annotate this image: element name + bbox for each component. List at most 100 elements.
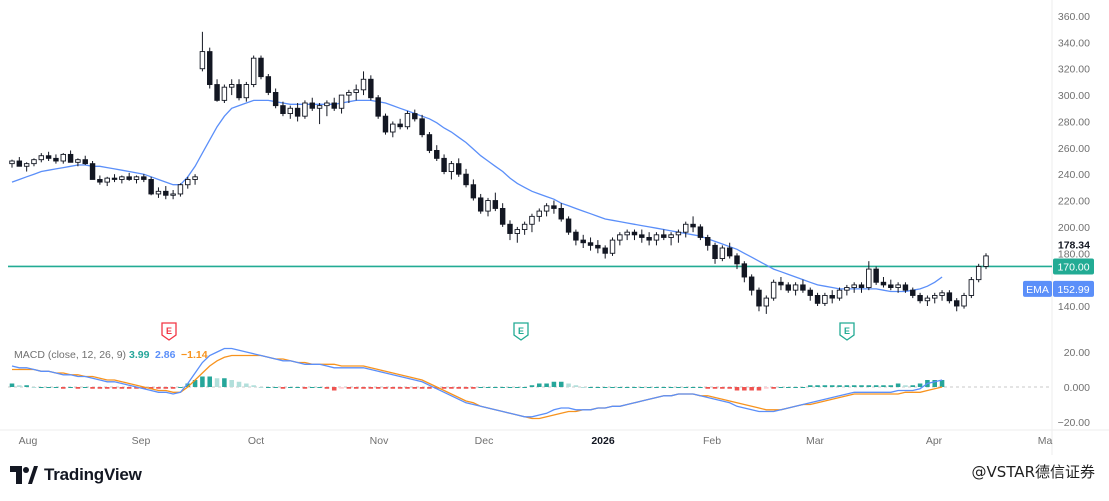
macd-histogram-bar — [17, 385, 22, 387]
price-axis[interactable]: 360.00 340.00 320.00 300.00 280.00 260.00 240.… — [1058, 11, 1090, 313]
macd-histogram-bar — [602, 387, 608, 388]
macd-histogram-bar — [90, 387, 95, 389]
candle-body — [668, 234, 674, 238]
candle-body — [258, 57, 264, 78]
macd-histogram-bar — [449, 387, 454, 389]
macd-histogram-bar — [793, 387, 798, 388]
candle-body — [221, 86, 228, 101]
candle-body — [382, 115, 389, 133]
candle-body — [558, 208, 564, 220]
macd-histogram-bar — [617, 387, 623, 388]
macd-histogram-bar — [800, 387, 806, 388]
macd-histogram-bar — [749, 387, 754, 391]
candle-body — [507, 223, 513, 234]
candle-body — [441, 157, 447, 172]
macd-histogram-bar — [844, 385, 850, 387]
candle-body — [573, 231, 579, 241]
macd-histogram-bar — [456, 387, 461, 389]
macd-histogram-bar — [68, 387, 73, 388]
candle-body — [704, 237, 711, 246]
macd-histogram-bar — [192, 380, 198, 387]
macd-histogram-bar — [690, 387, 696, 388]
macd-histogram-bar — [580, 387, 586, 388]
candle-body — [45, 155, 52, 159]
macd-histogram-bar — [112, 387, 117, 389]
candle-body — [309, 102, 315, 109]
macd-histogram-bar — [60, 387, 66, 389]
candle-body — [53, 157, 59, 162]
candle-body — [521, 223, 528, 230]
candle-body — [492, 200, 499, 209]
macd-histogram-bar — [53, 387, 59, 388]
candle-body — [602, 247, 608, 254]
price-tick-label: 360.00 — [1058, 11, 1090, 23]
candle-body — [360, 78, 367, 91]
candle-body — [814, 295, 821, 304]
candle-body — [375, 97, 381, 117]
macd-histogram-bar — [507, 387, 513, 388]
earnings-marker[interactable] — [161, 322, 177, 341]
macd-histogram-bar — [295, 387, 300, 388]
macd-histogram-bar — [734, 387, 740, 391]
time-tick-label: Dec — [475, 435, 494, 447]
candle-body — [939, 292, 945, 296]
candle-body — [31, 159, 37, 165]
candle-body — [316, 105, 323, 109]
macd-histogram-bar — [888, 385, 894, 387]
candle-body — [287, 107, 294, 114]
ema-price-badge — [1053, 280, 1094, 297]
time-tick-label: 2026 — [591, 435, 615, 447]
macd-histogram-bar — [698, 387, 703, 388]
time-tick-label: Aug — [19, 435, 38, 447]
macd-histogram-bar — [932, 380, 938, 387]
macd-histogram-bar — [119, 387, 125, 389]
candle-body — [866, 268, 872, 288]
candle-body — [97, 179, 103, 183]
macd-histogram-bar — [441, 387, 447, 389]
macd-histogram-bar — [720, 387, 725, 389]
macd-histogram-bar — [493, 387, 498, 388]
macd-histogram-bar — [412, 387, 418, 389]
macd-histogram-bar — [485, 387, 491, 388]
tradingview-logo[interactable]: TradingView — [10, 465, 142, 485]
macd-histogram-bar — [104, 387, 110, 389]
candle-body — [456, 163, 462, 175]
candle-body — [16, 160, 23, 167]
candle-body — [800, 284, 806, 291]
price-grid — [0, 0, 1109, 455]
candle-body — [697, 226, 704, 238]
macd-histogram-bar — [324, 387, 330, 389]
candle-body — [228, 84, 235, 88]
candle-body — [756, 289, 762, 307]
candle-body — [873, 268, 879, 283]
macd-tick-label: 20.00 — [1064, 347, 1090, 359]
macd-histogram-bar — [756, 387, 762, 391]
candle-body — [587, 242, 594, 246]
candle-body — [529, 215, 535, 225]
candle-body — [397, 123, 403, 128]
macd-histogram-bar — [170, 387, 176, 389]
candle-body — [192, 176, 198, 180]
time-axis[interactable]: Aug Sep Oct Nov Dec 2026 Feb Mar Apr Ma — [19, 435, 1053, 447]
candle-body — [236, 84, 242, 99]
macd-histogram-bar — [302, 387, 308, 389]
hline-price-text: 170.00 — [1057, 261, 1089, 273]
earnings-marker[interactable] — [513, 322, 529, 341]
candle-body — [199, 51, 206, 70]
candle-body — [419, 118, 425, 136]
candle-body — [924, 297, 931, 302]
earnings-marker-text: E — [166, 326, 172, 336]
macd-histogram-bar — [214, 378, 220, 387]
candle-body — [836, 289, 843, 299]
earnings-marker[interactable] — [839, 322, 855, 341]
macd-histogram-bar — [478, 387, 483, 388]
candle-body — [404, 113, 411, 128]
candle-body — [910, 289, 916, 296]
candle-body — [89, 163, 96, 180]
candle-body — [119, 176, 125, 180]
candle-body — [477, 197, 484, 212]
candlesticks — [9, 31, 989, 314]
candle-body — [917, 295, 923, 302]
